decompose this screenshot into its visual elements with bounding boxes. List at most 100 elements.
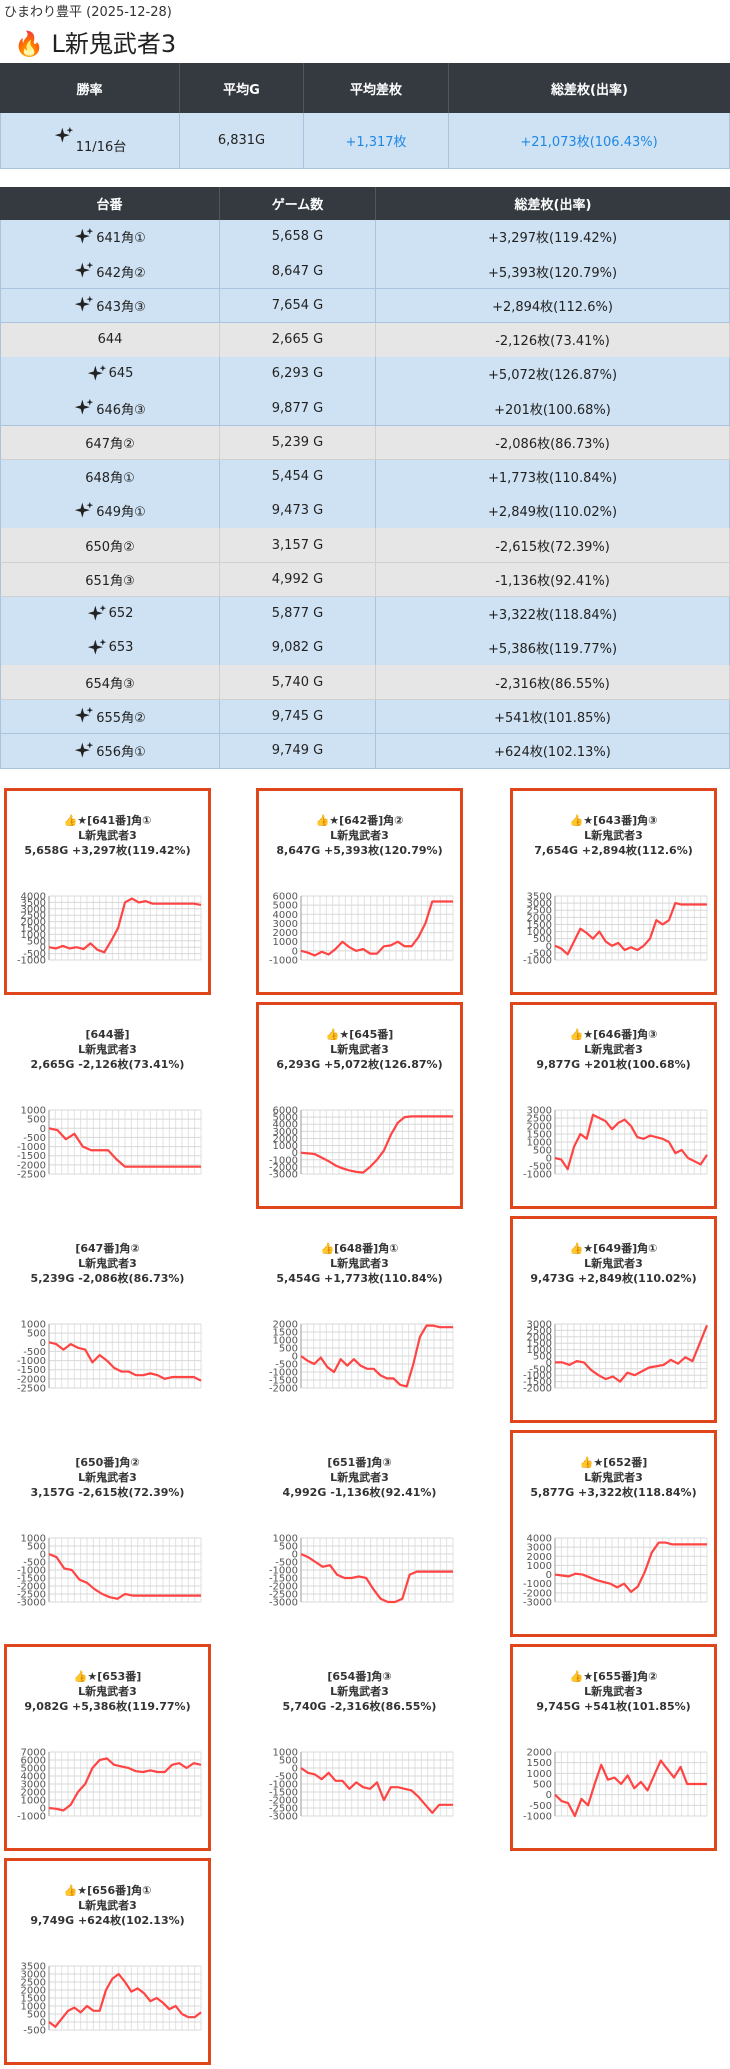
cell-text: 9,745 G (271, 708, 324, 724)
y-tick-label: 500 (533, 1146, 552, 1157)
sparkle-icon (75, 296, 94, 313)
y-tick-label: 1000 (527, 927, 552, 938)
table-cell: 7,654 G (220, 288, 376, 324)
y-tick-label: -3000 (269, 1598, 298, 1609)
y-tick-label: -2000 (523, 1588, 552, 1599)
table-cell: 656角① (0, 733, 220, 769)
column-header: ゲーム数 (220, 187, 376, 220)
y-tick-label: -500 (275, 1772, 298, 1783)
average-games: 6,831G (217, 133, 266, 148)
y-tick-label: 500 (533, 934, 552, 945)
y-tick-label: -2000 (523, 1384, 552, 1395)
data-line (48, 1127, 201, 1168)
cell-text: -1,136枚(92.41%) (495, 573, 610, 589)
y-tick-label: -1000 (269, 1368, 298, 1379)
card-label: [647番]角② (75, 1241, 139, 1255)
data-line (300, 1552, 453, 1604)
cell-text: 9,749 G (271, 743, 324, 759)
table-cell: +5,393枚(120.79%) (376, 254, 730, 289)
y-tick-label: 0 (546, 941, 552, 952)
y-tick-label: -1000 (17, 956, 46, 967)
machine-card: 👍★[646番]角③ L新鬼武者3 9,877G +201枚(100.68%) 300… (510, 1002, 717, 1209)
card-stats: 5,239G -2,086枚(86.73%) (31, 1271, 185, 1285)
y-tick-label: -500 (529, 1364, 552, 1375)
data-line (48, 1341, 202, 1382)
cell-text: +201枚(100.68%) (494, 402, 611, 418)
data-line (48, 1552, 201, 1600)
y-tick-label: 1000 (527, 1769, 552, 1780)
y-tick-label: 0 (292, 1148, 298, 1159)
y-tick-label: 1000 (527, 1138, 552, 1149)
y-tick-label: -500 (275, 1558, 298, 1569)
card-stats: 6,293G +5,072枚(126.87%) (276, 1057, 442, 1071)
sparkle-shape (75, 261, 94, 278)
sparkle-icon (75, 261, 94, 278)
table-cell: +1,773枚(110.84%) (376, 459, 730, 495)
data-line (300, 1324, 453, 1388)
column-header: 台番 (0, 187, 220, 220)
y-tick-label: -2000 (17, 1160, 46, 1171)
card-model: L新鬼武者3 (78, 1684, 137, 1698)
cell-text: -2,316枚(86.55%) (495, 676, 610, 692)
cell-text: 643角③ (96, 299, 146, 315)
y-tick-label: 4000 (527, 1534, 552, 1545)
y-tick-label: -500 (275, 1360, 298, 1371)
y-tick-label: 0 (40, 1550, 46, 1561)
table-cell: 5,658 G (220, 220, 376, 255)
table-cell: 648角① (0, 459, 220, 495)
table-cell: 652 (0, 596, 220, 632)
y-tick-label: 1000 (21, 1320, 46, 1331)
y-tick-label: 0 (40, 1124, 46, 1135)
cell-text: 2,665 G (271, 332, 324, 348)
y-tick-label: 2000 (273, 928, 298, 939)
machine-card: 👍★[653番] L新鬼武者3 9,082G +5,386枚(119.77%) 700… (4, 1644, 211, 1851)
y-tick-label: 2000 (273, 1134, 298, 1145)
y-tick-label: 2500 (21, 911, 46, 922)
y-tick-label: 6000 (273, 892, 298, 903)
y-tick-label: 2000 (527, 913, 552, 924)
y-tick-label: 5000 (273, 901, 298, 912)
y-tick-label: 2000 (527, 1332, 552, 1343)
sparkle-icon (75, 741, 94, 758)
y-tick-label: -1500 (269, 1788, 298, 1799)
cell-text: 651角③ (85, 573, 135, 589)
y-tick-label: 1000 (21, 1534, 46, 1545)
card-stats: 5,740G -2,316枚(86.55%) (283, 1699, 437, 1713)
card-label: 👍★[641番]角① (64, 813, 152, 827)
table-cell: +2,894枚(112.6%) (376, 288, 730, 324)
card-model: L新鬼武者3 (584, 1256, 643, 1270)
machine-card: 👍★[655番]角② L新鬼武者3 9,745G +541枚(101.85%) 200… (510, 1644, 717, 1851)
y-tick-label: 1500 (527, 1339, 552, 1350)
y-tick-label: 2500 (527, 1114, 552, 1125)
y-tick-label: -1500 (17, 1574, 46, 1585)
machine-card: [644番] L新鬼武者3 2,665G -2,126枚(73.41%) 1000 50… (4, 1002, 211, 1209)
y-tick-label: 3000 (527, 1320, 552, 1331)
column-header: 総差枚(出率) (376, 187, 730, 220)
cell-text: 641角① (96, 231, 146, 247)
y-tick-label: 4000 (273, 1120, 298, 1131)
y-tick-label: 500 (279, 1756, 298, 1767)
y-tick-label: 2500 (527, 906, 552, 917)
table-cell: 4,992 G (220, 562, 376, 598)
y-tick-label: -1000 (17, 1142, 46, 1153)
y-tick-label: -2000 (269, 1162, 298, 1173)
sparkle-icon (87, 638, 106, 655)
average-diff: +1,317枚 (345, 135, 407, 150)
card-model: L新鬼武者3 (330, 1042, 389, 1056)
card-stats: 9,749G +624枚(102.13%) (30, 1913, 184, 1927)
cell-text: -2,086枚(86.73%) (495, 436, 610, 452)
y-tick-label: 1500 (21, 924, 46, 935)
y-tick-label: -1500 (269, 1376, 298, 1387)
y-tick-label: -1000 (523, 956, 552, 967)
table-cell: +2,849枚(110.02%) (376, 494, 730, 529)
y-tick-label: 2500 (21, 1978, 46, 1989)
cell-text: 648角① (85, 471, 135, 487)
y-tick-label: 3000 (21, 904, 46, 915)
cell-text: 653 (108, 640, 134, 656)
y-tick-label: -500 (529, 1162, 552, 1173)
cell-text: +1,773枚(110.84%) (487, 471, 618, 487)
